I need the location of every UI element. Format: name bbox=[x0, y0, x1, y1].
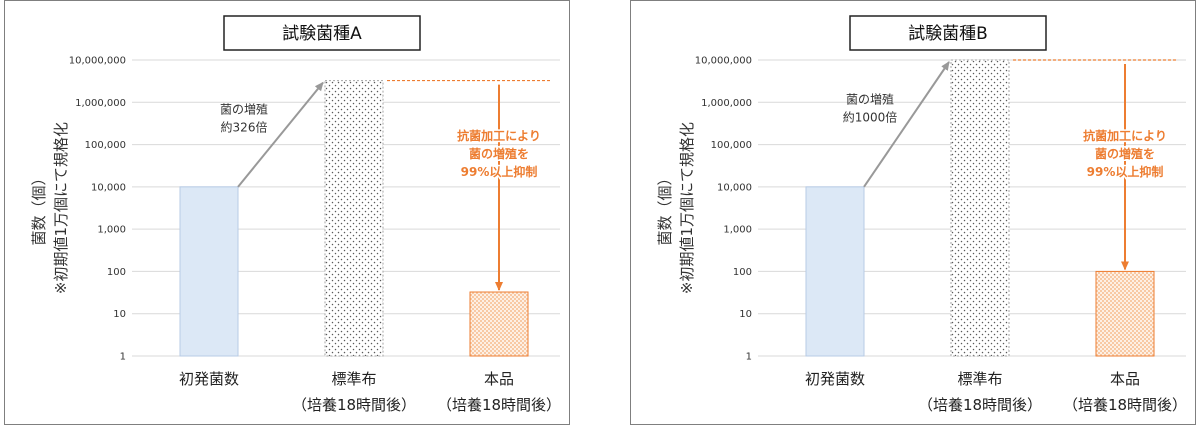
y-tick-label: 1,000,000 bbox=[75, 98, 126, 109]
x-category-label: 本品 bbox=[1110, 370, 1140, 388]
x-category-label: 初発菌数 bbox=[179, 370, 239, 388]
y-tick-label: 1 bbox=[746, 352, 752, 363]
reduction-annotation: 菌の増殖を bbox=[469, 146, 529, 161]
x-category-sublabel: （培養18時間後） bbox=[918, 396, 1042, 414]
y-tick-label: 10,000 bbox=[91, 182, 126, 193]
chart-panel-a: 試験菌種A 1 10 100 1,000 10,000 100,000 1,000,000 10… bbox=[4, 0, 570, 426]
chart-svg: 試験菌種B 1 10 100 1,000 10,000 100,000 1,000,000 10… bbox=[630, 0, 1196, 425]
y-tick-label: 1,000 bbox=[723, 225, 752, 236]
reduction-annotation: 99%以上抑制 bbox=[461, 164, 538, 179]
chart-title: 試験菌種A bbox=[282, 24, 362, 44]
reduction-annotation: 菌の増殖を bbox=[1095, 146, 1155, 161]
growth-arrow bbox=[237, 81, 324, 188]
bar-2 bbox=[950, 59, 1010, 357]
growth-annotation: 菌の増殖 bbox=[220, 102, 268, 117]
y-tick-label: 1,000 bbox=[97, 225, 126, 236]
bar-1 bbox=[805, 186, 865, 357]
growth-arrow bbox=[863, 61, 950, 188]
y-tick-label: 10 bbox=[113, 309, 126, 320]
growth-annotation: 約326倍 bbox=[221, 120, 268, 135]
x-category-sublabel: （培養18時間後） bbox=[437, 396, 561, 414]
y-tick-label: 1 bbox=[120, 352, 126, 363]
y-tick-label: 10,000,000 bbox=[695, 56, 752, 67]
y-axis-label: 菌数（個） bbox=[656, 170, 674, 245]
reduction-annotation: 99%以上抑制 bbox=[1087, 164, 1164, 179]
chart-svg: 試験菌種A 1 10 100 1,000 10,000 100,000 1,000,000 10… bbox=[4, 0, 570, 425]
y-tick-label: 100 bbox=[733, 267, 752, 278]
y-tick-label: 10 bbox=[739, 309, 752, 320]
bar-3 bbox=[1095, 270, 1155, 357]
x-category-label: 初発菌数 bbox=[805, 370, 865, 388]
y-tick-label: 10,000 bbox=[717, 182, 752, 193]
y-tick-label: 10,000,000 bbox=[69, 56, 126, 67]
chart-panel-b: 試験菌種B 1 10 100 1,000 10,000 100,000 1,000,000 10… bbox=[630, 0, 1196, 426]
y-tick-label: 100,000 bbox=[85, 140, 126, 151]
y-tick-label: 1,000,000 bbox=[701, 98, 752, 109]
y-axis-label: ※初期値1万個にて規格化 bbox=[678, 122, 696, 294]
growth-annotation: 約1000倍 bbox=[843, 109, 898, 124]
y-tick-label: 100 bbox=[107, 267, 126, 278]
x-category-sublabel: （培養18時間後） bbox=[292, 396, 416, 414]
x-category-label: 標準布 bbox=[331, 370, 376, 388]
x-category-label: 標準布 bbox=[957, 370, 1002, 388]
reduction-annotation: 抗菌加工により bbox=[457, 128, 541, 143]
chart-title: 試験菌種B bbox=[908, 24, 988, 44]
y-tick-label: 100,000 bbox=[711, 140, 752, 151]
bar-1 bbox=[179, 186, 239, 357]
chart-title-box bbox=[223, 15, 421, 51]
y-axis-label: ※初期値1万個にて規格化 bbox=[52, 122, 70, 294]
bar-2 bbox=[324, 80, 384, 357]
y-axis-label: 菌数（個） bbox=[30, 170, 48, 245]
x-category-label: 本品 bbox=[484, 370, 514, 388]
reduction-annotation: 抗菌加工により bbox=[1083, 128, 1167, 143]
growth-annotation: 菌の増殖 bbox=[846, 91, 894, 106]
x-category-sublabel: （培養18時間後） bbox=[1063, 396, 1187, 414]
bar-3 bbox=[469, 291, 529, 357]
chart-title-box bbox=[849, 15, 1047, 51]
